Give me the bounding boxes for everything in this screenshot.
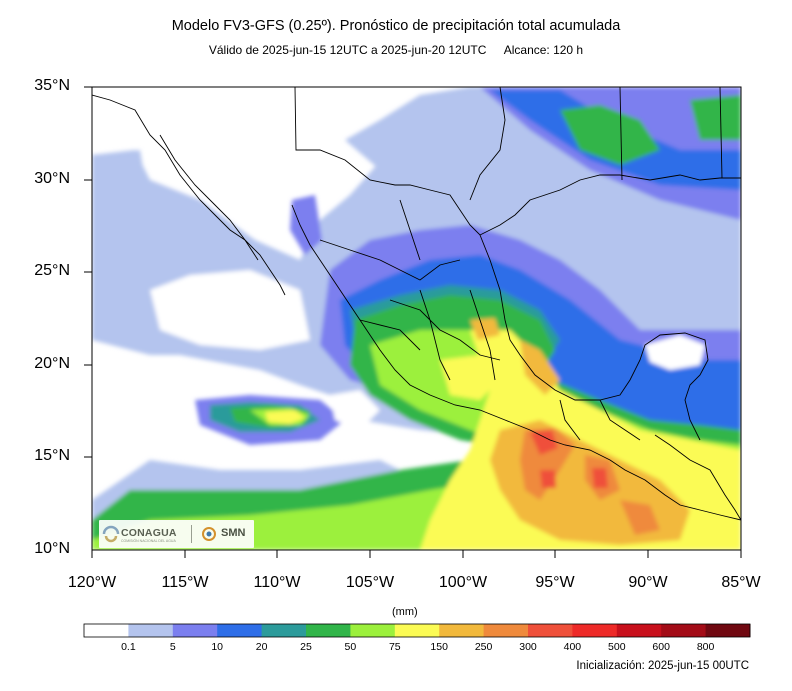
coastlines (92, 87, 741, 521)
colorbar-tick-label: 500 (608, 641, 626, 653)
colorbar-swatch (661, 624, 707, 637)
conagua-logo-icon (102, 525, 120, 543)
lat-label: 10°N (34, 540, 70, 557)
lon-label: 120°W (67, 574, 117, 591)
colorbar-swatch (528, 624, 573, 637)
colorbar-swatch (483, 624, 529, 637)
map-title: Modelo FV3-GFS (0.25º). Pronóstico de pr… (171, 18, 621, 34)
lat-label: 15°N (34, 447, 70, 464)
lon-label: 110°W (253, 574, 301, 591)
colorbar-swatch (616, 624, 662, 637)
colorbar-frame (83, 623, 751, 638)
colorbar-tick-label: 25 (300, 641, 312, 653)
colorbar-tick-label: 600 (652, 641, 670, 653)
logo-panel: CONAGUA COMISIÓN NACIONAL DEL AGUA SMN (99, 520, 254, 548)
lat-label: 25°N (34, 262, 70, 279)
colorbar-tick-label: 20 (255, 641, 268, 653)
conagua-logo-text: CONAGUA (121, 527, 177, 539)
colorbar-swatch (84, 624, 129, 637)
colorbar-tick-label: 250 (474, 641, 493, 653)
map-subtitle: Válido de 2025-jun-15 12UTC a 2025-jun-2… (0, 43, 792, 57)
precip-field (92, 87, 741, 550)
lon-label: 115°W (161, 574, 209, 591)
colorbar-swatch (350, 624, 396, 637)
validity-text: Válido de 2025-jun-15 12UTC a 2025-jun-2… (208, 43, 487, 57)
colorbar-swatch (572, 624, 618, 637)
lat-label: 35°N (34, 77, 70, 94)
colorbar-swatch (394, 624, 440, 637)
colorbar-swatch (306, 624, 351, 637)
lon-label: 100°W (438, 574, 488, 591)
colorbar-tick-label: 0.1 (121, 641, 136, 653)
colorbar-units: (mm) (392, 606, 418, 618)
smn-logo-icon (202, 527, 216, 541)
lon-label: 90°W (628, 574, 668, 591)
lat-label: 30°N (34, 170, 70, 187)
colorbar-tick-label: 150 (430, 641, 448, 653)
colorbar-swatch (261, 624, 307, 637)
axis-ticks (84, 86, 742, 558)
lon-label: 105°W (345, 574, 395, 591)
colorbar-swatch (172, 624, 218, 637)
lat-label: 20°N (34, 355, 70, 372)
colorbar-swatch (705, 624, 751, 637)
colorbar-tick-label: 5 (169, 641, 176, 653)
colorbar-tick-label: 800 (696, 641, 715, 653)
reach-text: Alcance: 120 h (503, 43, 584, 57)
colorbar-swatch (217, 624, 263, 637)
colorbar (83, 623, 751, 638)
colorbar-tick-label: 300 (519, 641, 537, 653)
colorbar-tick-label: 50 (344, 641, 357, 653)
lon-label: 95°W (535, 574, 575, 591)
initialization-text: Inicialización: 2025-jun-15 00UTC (576, 660, 749, 672)
lon-label: 85°W (721, 574, 761, 591)
smn-logo-text: SMN (221, 527, 246, 539)
colorbar-tick-label: 400 (563, 641, 582, 653)
colorbar-swatch (128, 624, 174, 637)
logo-divider (191, 525, 192, 543)
map-frame (91, 86, 742, 551)
colorbar-swatch (439, 624, 485, 637)
colorbar-tick-label: 10 (211, 641, 224, 653)
colorbar-tick-label: 75 (388, 641, 401, 653)
conagua-logo-subtext: COMISIÓN NACIONAL DEL AGUA (121, 539, 176, 543)
